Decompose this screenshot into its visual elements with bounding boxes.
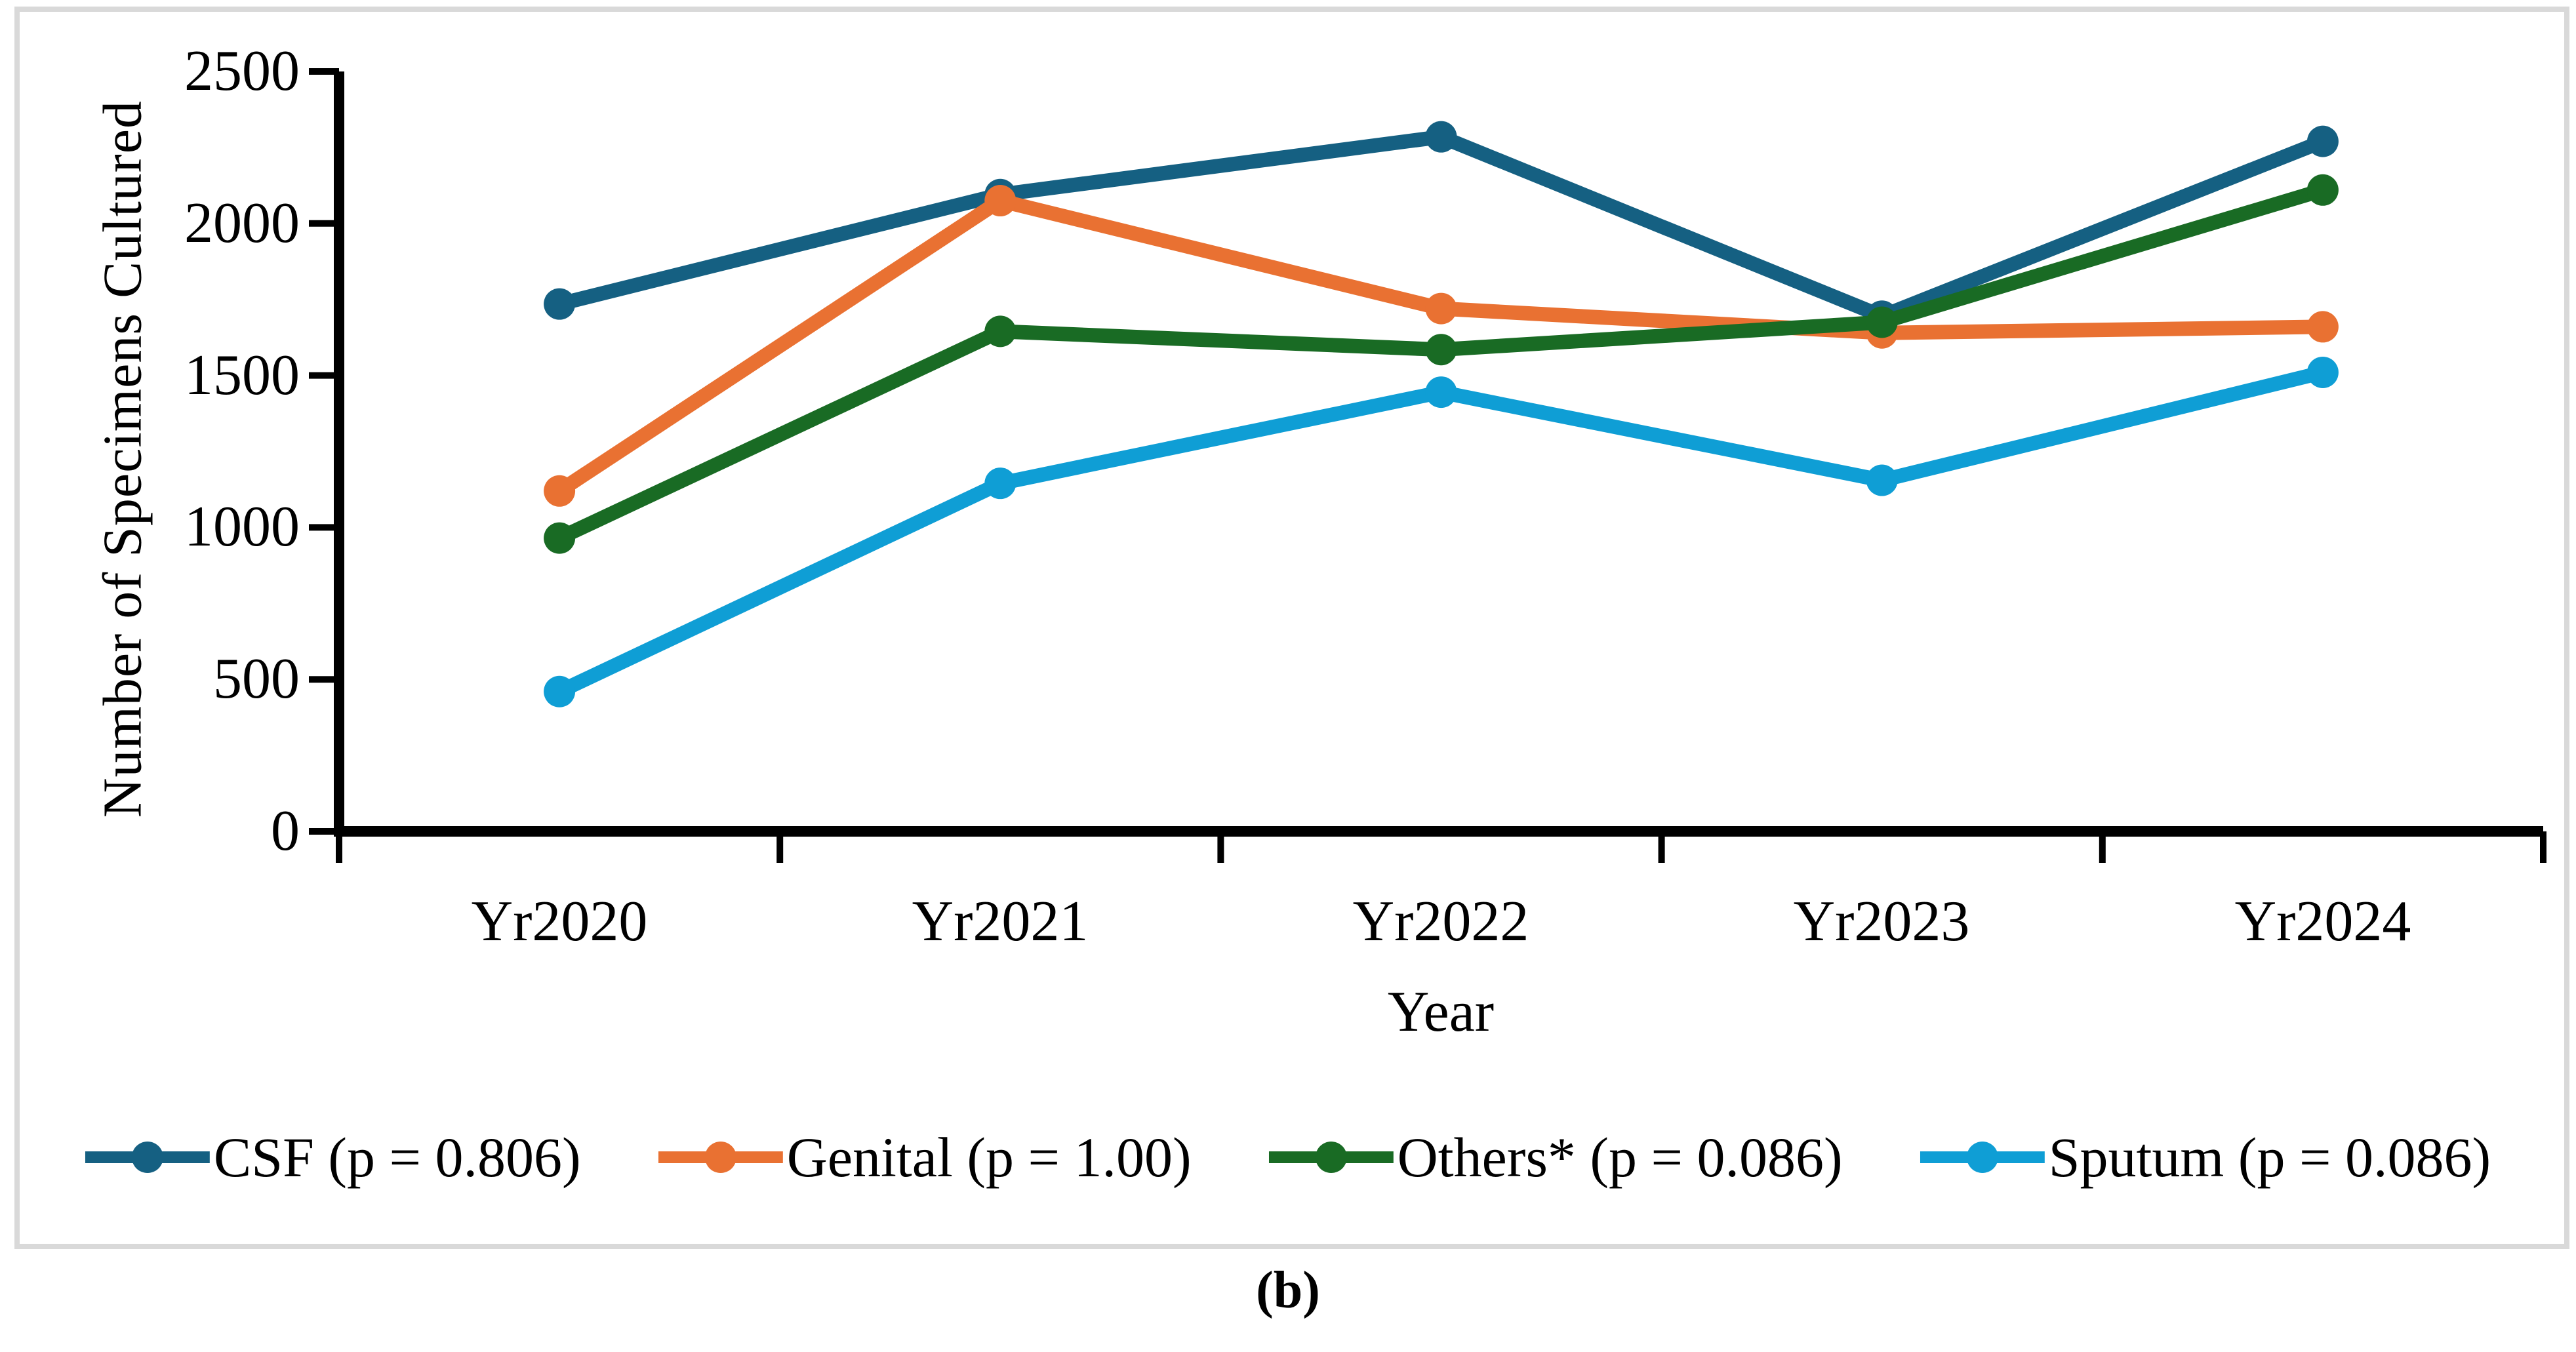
legend-item-csf: CSF (p = 0.806)	[85, 1129, 581, 1185]
figure-caption: (b)	[1256, 1262, 1320, 1319]
x-tick-label: Yr2022	[1352, 890, 1529, 953]
legend-label: Sputum (p = 0.086)	[2048, 1126, 2491, 1189]
y-tick-label: 1500	[184, 344, 300, 407]
legend-item-others: Others* (p = 0.086)	[1268, 1126, 1843, 1189]
legend-label: Others* (p = 0.086)	[1397, 1126, 1843, 1189]
legend-label: CSF (p = 0.806)	[213, 1126, 581, 1189]
x-tick-label: Yr2024	[2234, 890, 2411, 953]
data-point-marker	[1425, 121, 1457, 153]
y-axis-title: Number of Specimens Cultured	[92, 100, 153, 818]
y-tick-label: 1000	[184, 495, 300, 559]
line-marker-icon	[1268, 1142, 1394, 1173]
data-point-marker	[544, 475, 576, 507]
y-tick-label: 500	[213, 647, 300, 711]
data-point-marker	[1866, 464, 1898, 496]
data-point-marker	[1425, 334, 1457, 366]
data-point-marker	[2306, 356, 2339, 388]
y-tick-label: 2500	[184, 39, 300, 103]
series-2	[544, 174, 2339, 554]
data-point-marker	[544, 288, 576, 320]
data-point-marker	[2306, 174, 2339, 206]
data-point-marker	[2306, 311, 2339, 343]
x-tick-label: Yr2023	[1793, 890, 1970, 953]
data-point-marker	[1425, 376, 1457, 408]
legend-item-genital: Genital (p = 1.00)	[658, 1129, 1192, 1185]
data-point-marker	[544, 522, 576, 554]
series-3	[544, 356, 2339, 707]
legend-item-sputum: Sputum (p = 0.086)	[1920, 1129, 2491, 1185]
y-tick-label: 2000	[184, 191, 300, 255]
series-line	[552, 129, 2330, 324]
legend-label: Genital (p = 1.00)	[786, 1126, 1192, 1189]
series-1	[544, 185, 2339, 507]
x-tick-label: Yr2021	[912, 890, 1089, 953]
y-tick-label: 0	[271, 799, 300, 863]
line-marker-icon	[658, 1142, 783, 1173]
data-point-marker	[1425, 292, 1457, 325]
data-point-marker	[1866, 306, 1898, 338]
data-point-marker	[544, 675, 576, 707]
data-point-marker	[984, 315, 1016, 348]
line-marker-icon	[85, 1142, 210, 1173]
x-tick-label: Yr2020	[471, 890, 648, 953]
data-point-marker	[984, 185, 1016, 217]
chart-legend: CSF (p = 0.806) Genital (p = 1.00) Other…	[85, 1129, 2491, 1185]
data-point-marker	[2306, 125, 2339, 157]
x-axis-title: Year	[1387, 980, 1495, 1044]
line-marker-icon	[1920, 1142, 2045, 1173]
data-point-marker	[984, 467, 1016, 500]
